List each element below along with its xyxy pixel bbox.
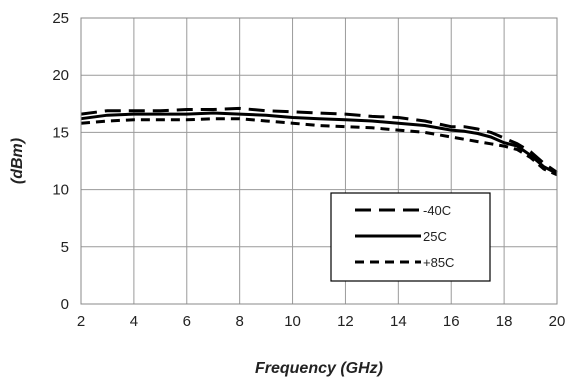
legend: -40C 25C +85C [330, 192, 491, 282]
x-tick-label: 10 [284, 313, 301, 330]
x-axis-label: Frequency (GHz) [255, 360, 383, 377]
y-tick-label: 20 [52, 67, 69, 84]
series-line-40c [80, 106, 558, 174]
x-tick-label: 18 [496, 313, 513, 330]
legend-label: 25C [423, 229, 447, 244]
y-tick-label: 0 [61, 296, 69, 313]
legend-label: +85C [423, 255, 454, 270]
x-tick-label: 6 [183, 313, 191, 330]
series-lines [80, 106, 558, 177]
y-tick-label: 15 [52, 124, 69, 141]
series-line-25c [80, 111, 558, 175]
x-tick-label: 2 [77, 313, 85, 330]
x-tick-label: 12 [337, 313, 354, 330]
x-tick-label: 20 [549, 313, 566, 330]
y-tick-label: 10 [52, 182, 69, 199]
tick-labels: 2 4 6 8 10 12 14 16 18 20 0 5 10 15 20 25 [52, 10, 565, 330]
legend-label: -40C [423, 203, 451, 218]
x-tick-label: 16 [443, 313, 460, 330]
x-tick-label: 14 [390, 313, 407, 330]
y-axis-label: (dBm) [9, 138, 26, 184]
x-tick-label: 4 [130, 313, 138, 330]
series-line-85c [80, 117, 558, 177]
plot-frame [80, 17, 558, 305]
x-tick-label: 8 [235, 313, 243, 330]
y-tick-label: 5 [61, 239, 69, 256]
y-tick-label: 25 [52, 10, 69, 27]
